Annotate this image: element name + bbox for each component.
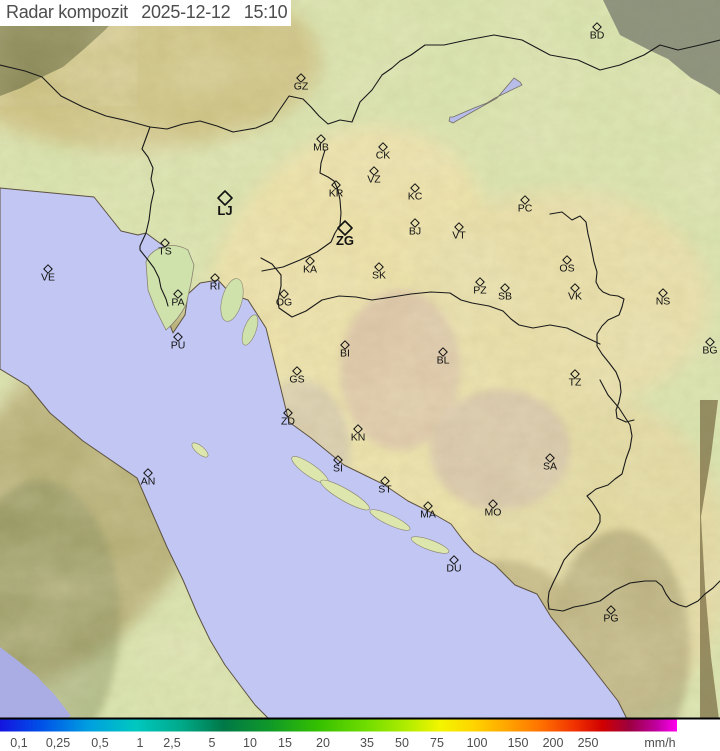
svg-text:100: 100 [467, 736, 488, 750]
svg-text:DU: DU [446, 563, 461, 575]
svg-text:PZ: PZ [473, 285, 487, 297]
svg-text:ZD: ZD [281, 416, 295, 428]
svg-text:50: 50 [395, 736, 409, 750]
svg-text:BI: BI [340, 348, 350, 360]
svg-text:mm/h: mm/h [644, 736, 675, 750]
svg-text:KR: KR [329, 188, 344, 200]
svg-text:2,5: 2,5 [163, 736, 180, 750]
svg-text:0,5: 0,5 [91, 736, 108, 750]
svg-text:ST: ST [378, 484, 392, 496]
svg-text:SB: SB [498, 291, 512, 303]
svg-text:KA: KA [303, 264, 317, 276]
svg-text:MO: MO [485, 507, 502, 519]
svg-text:SI: SI [333, 463, 343, 475]
svg-text:TZ: TZ [569, 377, 582, 389]
svg-text:5: 5 [209, 736, 216, 750]
svg-text:GZ: GZ [294, 81, 309, 93]
svg-text:VZ: VZ [367, 174, 381, 186]
svg-text:20: 20 [316, 736, 330, 750]
svg-text:KN: KN [351, 432, 366, 444]
svg-text:SA: SA [543, 461, 557, 473]
svg-text:PU: PU [171, 340, 186, 352]
svg-text:GS: GS [289, 374, 304, 386]
svg-text:ZG: ZG [336, 233, 354, 248]
svg-text:OS: OS [559, 263, 574, 275]
svg-text:BL: BL [437, 355, 450, 367]
svg-text:OG: OG [276, 297, 292, 309]
svg-text:TS: TS [158, 246, 171, 258]
svg-text:250: 250 [578, 736, 599, 750]
svg-text:CK: CK [376, 150, 391, 162]
svg-text:VK: VK [568, 291, 582, 303]
svg-text:LJ: LJ [217, 203, 232, 218]
svg-text:15: 15 [278, 736, 292, 750]
svg-text:PC: PC [518, 203, 533, 215]
svg-text:0,1: 0,1 [10, 736, 27, 750]
svg-text:RI: RI [210, 281, 221, 293]
svg-text:PG: PG [603, 613, 618, 625]
svg-text:75: 75 [430, 736, 444, 750]
svg-text:1: 1 [137, 736, 144, 750]
svg-text:200: 200 [543, 736, 564, 750]
svg-text:VT: VT [452, 230, 466, 242]
svg-text:MB: MB [313, 142, 329, 154]
svg-text:AN: AN [141, 476, 156, 488]
svg-text:35: 35 [360, 736, 374, 750]
svg-text:10: 10 [243, 736, 257, 750]
svg-text:BJ: BJ [409, 226, 421, 238]
svg-text:NS: NS [656, 296, 671, 308]
svg-text:0,25: 0,25 [46, 736, 70, 750]
svg-text:PA: PA [171, 297, 184, 309]
svg-text:MA: MA [420, 509, 436, 521]
svg-text:KC: KC [408, 191, 423, 203]
svg-text:BG: BG [702, 345, 717, 357]
svg-text:150: 150 [508, 736, 529, 750]
svg-text:BD: BD [590, 30, 605, 42]
svg-text:VE: VE [41, 272, 55, 284]
svg-text:SK: SK [372, 270, 386, 282]
